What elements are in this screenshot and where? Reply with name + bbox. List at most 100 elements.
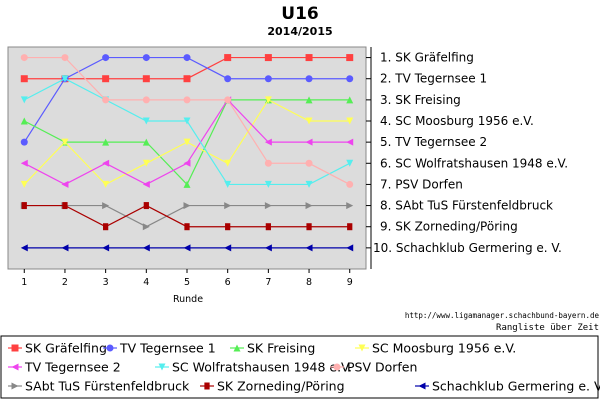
data-point xyxy=(306,223,312,231)
rank-label: 1. SK Gräfelfing xyxy=(380,51,474,65)
rank-axis: 1. SK Gräfelfing 2. TV Tegernsee 1 3. SK F… xyxy=(366,47,568,269)
legend-label: TV Tegernsee 1 xyxy=(119,341,216,356)
data-point xyxy=(20,159,28,167)
data-point xyxy=(62,202,68,210)
x-tick-label: 1 xyxy=(21,277,27,288)
data-point xyxy=(183,202,191,210)
data-point xyxy=(346,117,354,125)
data-point xyxy=(264,180,272,188)
data-point xyxy=(183,180,191,188)
data-point xyxy=(224,75,232,83)
data-point xyxy=(20,54,28,62)
legend-label: SC Wolfratshausen 1948 e.V. xyxy=(172,360,352,375)
data-point xyxy=(305,180,313,188)
x-tick-label: 2 xyxy=(62,277,68,288)
data-point xyxy=(264,244,272,252)
data-point xyxy=(264,54,272,62)
data-point xyxy=(143,202,149,210)
data-point xyxy=(183,159,191,167)
data-point xyxy=(142,159,150,167)
data-point xyxy=(61,138,69,146)
data-point xyxy=(346,159,354,167)
data-point xyxy=(102,202,110,210)
data-point xyxy=(20,96,28,104)
data-point xyxy=(305,202,313,210)
legend: SK Gräfelfing TV Tegernsee 1 SK Freising SC… xyxy=(8,341,600,394)
data-point xyxy=(346,138,354,146)
data-point xyxy=(305,54,313,62)
legend-swatch-marker xyxy=(11,344,19,352)
data-point xyxy=(183,75,191,83)
data-point xyxy=(142,180,150,188)
x-tick-label: 8 xyxy=(306,277,312,288)
data-point xyxy=(346,96,354,104)
data-point xyxy=(183,96,191,104)
data-point xyxy=(264,138,272,146)
data-point xyxy=(183,244,191,252)
data-point xyxy=(264,202,272,210)
data-point xyxy=(103,223,109,231)
data-point xyxy=(20,244,28,252)
legend-label: SK Gräfelfing xyxy=(25,341,107,356)
rank-label: 5. TV Tegernsee 2 xyxy=(380,135,487,149)
data-point xyxy=(102,244,110,252)
series-layer xyxy=(20,54,354,252)
x-tick-label: 9 xyxy=(347,277,353,288)
data-point xyxy=(102,180,110,188)
data-point xyxy=(20,180,28,188)
footer-caption: Rangliste über Zeit xyxy=(496,323,599,333)
data-point xyxy=(225,223,231,231)
rank-label: 10. Schachklub Germering e. V. xyxy=(373,241,562,255)
legend-label: SK Freising xyxy=(247,341,315,356)
data-point xyxy=(142,244,150,252)
rank-label: 7. PSV Dorfen xyxy=(380,177,463,191)
legend-swatch-marker xyxy=(233,344,241,352)
legend-swatch-marker xyxy=(11,363,19,371)
legend-swatch-marker xyxy=(418,382,426,390)
x-tick-label: 4 xyxy=(143,277,149,288)
data-point xyxy=(102,159,110,167)
data-point xyxy=(183,54,191,62)
data-point xyxy=(61,75,69,83)
data-point xyxy=(224,96,232,104)
data-point xyxy=(20,117,28,125)
data-point xyxy=(61,54,69,62)
data-point xyxy=(346,202,354,210)
rank-label: 6. SC Wolfratshausen 1948 e.V. xyxy=(380,156,568,170)
legend-swatch-marker xyxy=(333,363,341,371)
data-point xyxy=(102,96,110,104)
data-point xyxy=(142,138,150,146)
data-point xyxy=(20,138,28,146)
data-point xyxy=(224,54,232,62)
source-url: http://www.ligamanager.schachbund-bayern… xyxy=(405,311,600,320)
data-point xyxy=(264,96,272,104)
rank-label: 4. SC Moosburg 1956 e.V. xyxy=(380,114,534,128)
data-point xyxy=(264,159,272,167)
data-point xyxy=(142,54,150,62)
legend-swatch-marker xyxy=(11,382,19,390)
data-point xyxy=(61,244,69,252)
x-tick-label: 6 xyxy=(225,277,231,288)
data-point xyxy=(21,202,27,210)
legend-swatch-marker xyxy=(204,382,210,390)
data-point xyxy=(102,138,110,146)
legend-swatch-marker xyxy=(106,344,114,352)
data-point xyxy=(305,244,313,252)
data-point xyxy=(264,75,272,83)
data-point xyxy=(142,75,150,83)
data-point xyxy=(224,244,232,252)
data-point xyxy=(184,223,190,231)
data-point xyxy=(142,117,150,125)
legend-swatch-marker xyxy=(358,344,366,352)
rank-label: 3. SK Freising xyxy=(380,93,461,107)
data-point xyxy=(346,54,354,62)
legend-label: PSV Dorfen xyxy=(347,360,417,375)
legend-swatch-marker xyxy=(158,363,166,371)
data-point xyxy=(347,223,353,231)
data-point xyxy=(346,244,354,252)
x-axis: 1 2 3 4 5 6 7 8 9 xyxy=(21,269,353,288)
x-tick-label: 5 xyxy=(184,277,190,288)
plot-area xyxy=(7,46,367,270)
rank-label: 9. SK Zorneding/Pöring xyxy=(380,220,518,234)
